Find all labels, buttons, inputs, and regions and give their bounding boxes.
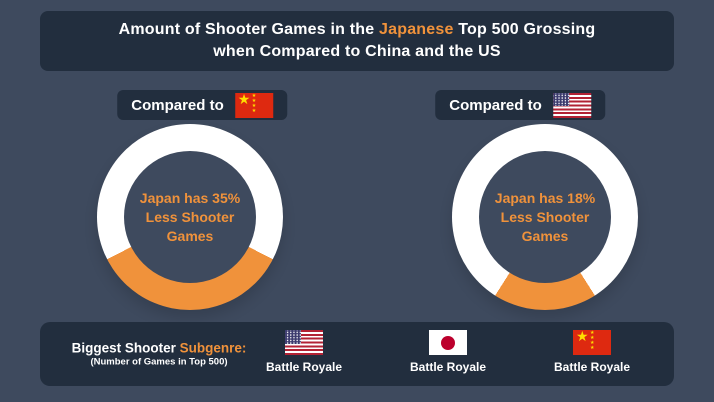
footer-item-china-label: Battle Royale bbox=[553, 360, 631, 374]
china-flag-icon: ★ ★★★★ bbox=[573, 330, 611, 355]
japan-flag-sun bbox=[441, 335, 455, 350]
footer-label-pre: Biggest Shooter bbox=[71, 340, 180, 356]
footer-item-us: Battle Royale bbox=[254, 330, 354, 374]
donut-us-center-text: Japan has 18% Less Shooter Games bbox=[494, 189, 596, 244]
japan-flag-icon bbox=[429, 330, 467, 355]
footer-label-line1: Biggest Shooter Subgenre: bbox=[54, 340, 264, 357]
donut-china-hole: Japan has 35% Less Shooter Games bbox=[124, 151, 256, 283]
title-line1-post: Top 500 Grossing bbox=[453, 21, 596, 38]
us-flag-icon bbox=[285, 330, 323, 355]
china-flag-small-stars: ★★★★ bbox=[251, 92, 257, 114]
us-flag-canton bbox=[285, 330, 301, 344]
compared-to-us-pill: Compared to bbox=[435, 90, 605, 120]
compared-to-label: Compared to bbox=[449, 96, 542, 114]
footer-bar: Biggest Shooter Subgenre: (Number of Gam… bbox=[40, 322, 674, 386]
china-flag-icon: ★ ★★★★ bbox=[234, 92, 273, 118]
china-flag-big-star: ★ bbox=[237, 92, 251, 107]
title-line-1: Amount of Shooter Games in the Japanese … bbox=[119, 19, 596, 41]
footer-item-japan: Battle Royale bbox=[398, 330, 498, 374]
us-flag-canton bbox=[552, 92, 569, 106]
title-line-2: when Compared to China and the US bbox=[213, 43, 501, 60]
footer-label: Biggest Shooter Subgenre: (Number of Gam… bbox=[54, 340, 264, 369]
footer-label-line2: (Number of Games in Top 500) bbox=[90, 356, 228, 368]
compared-to-china-pill: Compared to ★ ★★★★ bbox=[117, 90, 287, 120]
donut-us-hole: Japan has 18% Less Shooter Games bbox=[479, 151, 611, 283]
footer-item-us-label: Battle Royale bbox=[265, 360, 343, 374]
title-line1-highlight: Japanese bbox=[379, 21, 454, 38]
donut-chart-china: Japan has 35% Less Shooter Games bbox=[97, 124, 283, 310]
donut-china-center-text: Japan has 35% Less Shooter Games bbox=[139, 189, 241, 244]
donut-chart-us: Japan has 18% Less Shooter Games bbox=[452, 124, 638, 310]
compared-to-label: Compared to bbox=[131, 96, 224, 114]
china-flag-big-star: ★ bbox=[576, 330, 589, 344]
title-line1-pre: Amount of Shooter Games in the bbox=[118, 21, 380, 38]
footer-item-japan-label: Battle Royale bbox=[409, 360, 487, 374]
title-banner: Amount of Shooter Games in the Japanese … bbox=[40, 11, 674, 71]
china-flag-small-stars: ★★★★ bbox=[590, 330, 595, 351]
us-flag-icon bbox=[552, 92, 591, 118]
footer-label-highlight: Subgenre: bbox=[179, 340, 247, 356]
footer-item-china: ★ ★★★★ Battle Royale bbox=[542, 330, 642, 374]
